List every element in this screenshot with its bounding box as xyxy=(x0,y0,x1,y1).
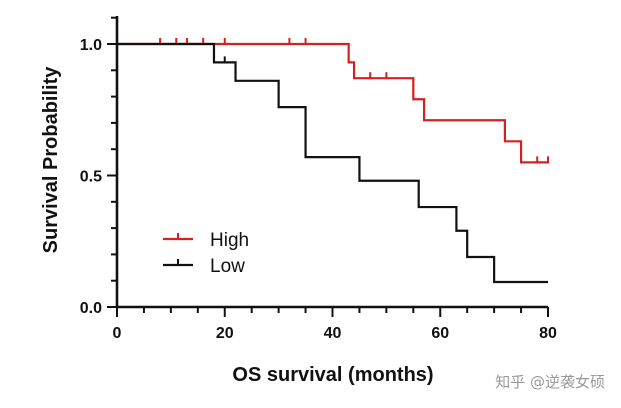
x-tick-label: 0 xyxy=(113,325,122,342)
x-axis-title: OS survival (months) xyxy=(232,364,433,386)
y-tick-label: 0.0 xyxy=(80,300,102,317)
series-line-low xyxy=(117,42,548,284)
legend: High Low xyxy=(163,230,249,277)
x-tick-label: 20 xyxy=(216,325,234,342)
legend-label-high: High xyxy=(210,230,249,251)
y-tick-label: 1.0 xyxy=(80,37,102,54)
x-tick-label: 80 xyxy=(539,325,557,342)
series-lines xyxy=(117,38,549,284)
series-line-high xyxy=(117,42,548,164)
legend-label-low: Low xyxy=(210,256,245,277)
watermark-text: 知乎 @逆袭女硕 xyxy=(495,373,605,391)
y-tick-label: 0.5 xyxy=(80,169,102,186)
axes: 0.0 0.5 1.0 0 20 40 60 80 xyxy=(80,16,557,342)
x-tick-label: 40 xyxy=(324,325,342,342)
x-tick-label: 60 xyxy=(431,325,449,342)
y-axis-title: Survival Probability xyxy=(40,66,62,254)
